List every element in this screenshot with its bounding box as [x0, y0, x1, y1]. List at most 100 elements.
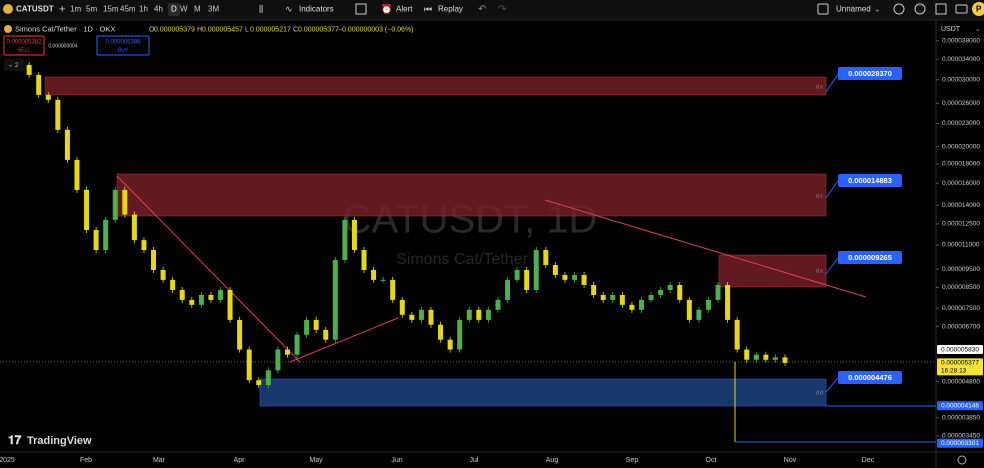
interval[interactable]: 1h: [139, 5, 148, 14]
snapshot[interactable]: [955, 4, 968, 14]
candle-body: [629, 304, 635, 310]
interval[interactable]: 15m: [103, 5, 119, 14]
candle-body: [141, 240, 147, 251]
ohlc-change: −0.000000003 (−0.06%): [338, 26, 414, 33]
currency-menu[interactable]: ⌄: [975, 26, 981, 33]
price-tick-label: 0.000007500: [942, 305, 980, 312]
supply-zone[interactable]: [718, 254, 827, 288]
zone-tag: d s: [816, 84, 823, 90]
interval[interactable]: D: [171, 5, 177, 14]
callout-label: 0.000028370: [848, 69, 892, 78]
indicator-count[interactable]: 2: [15, 63, 19, 69]
candle-body: [715, 284, 721, 300]
price-tick-label: 0.000008500: [942, 284, 980, 291]
redo[interactable]: ↷: [498, 4, 507, 15]
avatar-letter[interactable]: P: [976, 5, 982, 14]
callout[interactable]: [838, 251, 902, 264]
candle-body: [371, 270, 377, 280]
interval[interactable]: 3M: [208, 5, 219, 14]
candle-body: [342, 219, 348, 261]
trendline[interactable]: [289, 317, 399, 363]
price-marker: [937, 345, 983, 355]
interval[interactable]: 4h: [154, 5, 163, 14]
candle-body: [55, 99, 61, 130]
indicators-icon[interactable]: ∿: [285, 4, 293, 14]
candle-body: [323, 329, 329, 340]
replay-button[interactable]: Replay: [438, 5, 463, 14]
candle-body: [179, 289, 185, 300]
price-tick-label: 0.000003450: [942, 433, 980, 440]
trendline[interactable]: [116, 175, 301, 363]
candle-body: [122, 189, 128, 215]
candle-body: [284, 349, 290, 355]
indicators-button[interactable]: Indicators: [299, 5, 334, 14]
countdown: 16:28:13: [941, 368, 967, 375]
symbol[interactable]: CATUSDT: [16, 5, 54, 14]
interval[interactable]: 1m: [70, 5, 81, 14]
price-tick-label: 0.000011000: [942, 242, 980, 249]
supply-zone[interactable]: [44, 76, 827, 96]
layout-icon[interactable]: [817, 3, 829, 15]
sell-label[interactable]: SELL: [18, 47, 30, 53]
callout-line: [825, 73, 839, 93]
candle-body: [409, 314, 415, 320]
templates-icon[interactable]: [355, 3, 367, 15]
avatar[interactable]: [972, 2, 984, 16]
buy-price[interactable]: 0.000005386: [105, 40, 141, 46]
callout[interactable]: [838, 174, 902, 187]
chart-type-icon[interactable]: ⫼: [259, 4, 263, 14]
buy-button[interactable]: [96, 35, 150, 56]
candle-body: [476, 309, 482, 320]
candle-body: [256, 380, 262, 386]
add-symbol[interactable]: +: [59, 3, 65, 15]
quick-search[interactable]: [893, 3, 905, 15]
settings[interactable]: [914, 3, 926, 15]
supply-zone[interactable]: [116, 173, 827, 217]
candle-body: [485, 309, 491, 320]
layout-menu[interactable]: ⌄: [874, 5, 881, 14]
callout[interactable]: [838, 67, 902, 80]
candle-body: [36, 74, 42, 95]
candle-body: [648, 294, 654, 300]
ohlc-value: 0.000005457: [202, 26, 243, 33]
interval[interactable]: 5m: [86, 5, 97, 14]
currency[interactable]: USDT: [941, 26, 961, 33]
trendline[interactable]: [544, 199, 867, 298]
interval[interactable]: W: [180, 5, 188, 14]
indicators-toggle[interactable]: [4, 59, 24, 71]
time-tick-label: Feb: [80, 457, 92, 464]
toggle-arrow[interactable]: ⌄: [8, 63, 13, 69]
zone-callouts: 0.000028370 0.000014883 0.000009265 0.00…: [825, 67, 902, 393]
candle-body: [74, 159, 80, 190]
symbol-icon: [3, 4, 13, 14]
price-marker: [937, 358, 983, 376]
callout[interactable]: [838, 371, 902, 384]
candle-body: [208, 294, 214, 300]
ohlc-value: 0.000005377: [298, 26, 339, 33]
buy-label[interactable]: BUY: [118, 47, 129, 53]
candle-body: [160, 270, 166, 280]
alert-button[interactable]: Alert: [396, 5, 413, 14]
candle-body: [447, 339, 453, 350]
time-tick-label: Sep: [626, 457, 639, 464]
price-tick-label: 0.000023000: [942, 120, 980, 127]
undo[interactable]: ↶: [478, 4, 486, 15]
candle-body: [304, 319, 310, 335]
candle-body: [619, 294, 625, 305]
candle-body: [610, 294, 616, 300]
layout-name[interactable]: Unnamed: [836, 5, 871, 14]
alert-icon[interactable]: ⏰: [381, 3, 392, 14]
watermark-name: Simons Cat/Tether: [396, 251, 528, 268]
interval[interactable]: M: [194, 5, 201, 14]
interval[interactable]: 45m: [120, 5, 136, 14]
demand-zone[interactable]: [259, 378, 827, 407]
interval-active[interactable]: [168, 3, 180, 16]
legend-icon: [4, 25, 12, 33]
axis-settings[interactable]: [957, 455, 967, 465]
sell-price[interactable]: 0.000005382: [6, 40, 42, 46]
fullscreen[interactable]: [935, 3, 947, 15]
candle-body: [380, 279, 386, 281]
sell-button[interactable]: [3, 35, 45, 56]
candle-body: [103, 219, 109, 251]
replay-icon[interactable]: ⏮: [424, 4, 432, 14]
